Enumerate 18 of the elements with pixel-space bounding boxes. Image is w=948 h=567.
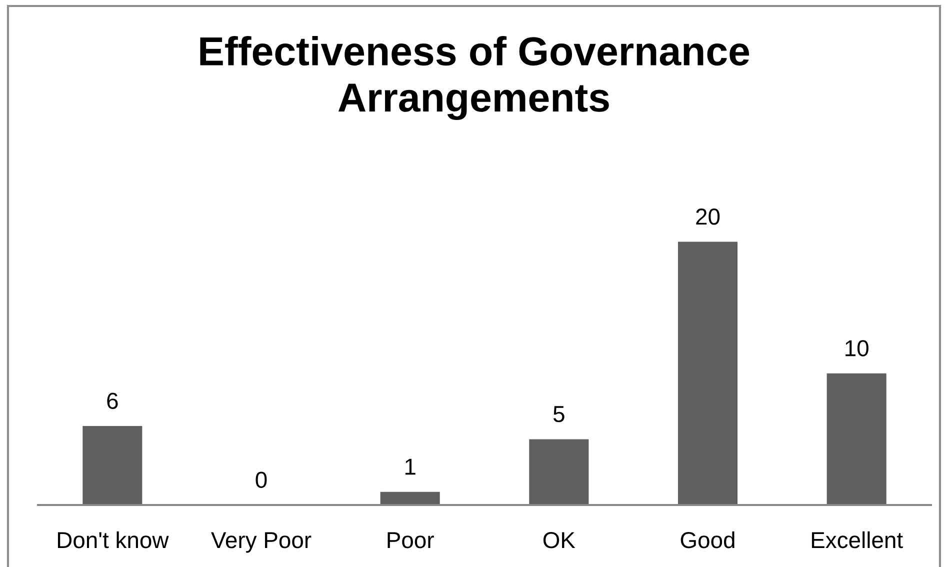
bar [678,242,738,505]
bar [82,426,142,505]
x-tick-label: Good [680,531,734,548]
bar [380,492,440,505]
x-tick-label: Don't know [58,531,169,548]
data-label: 6 [107,392,118,410]
x-tick-label: Very Poor [211,532,312,553]
x-tick-label: Poor [388,532,434,548]
bar [826,373,886,505]
x-tick-label: Excellent [812,531,903,548]
data-label: 5 [553,406,564,422]
bar [529,439,589,505]
data-label: 10 [846,340,868,356]
chart-title: Effectiveness of Governance Arrangements [200,36,750,120]
data-label: 0 [256,472,267,488]
x-tick-label: OK [543,532,576,548]
data-label: 20 [696,208,720,225]
data-label: 1 [405,458,416,475]
